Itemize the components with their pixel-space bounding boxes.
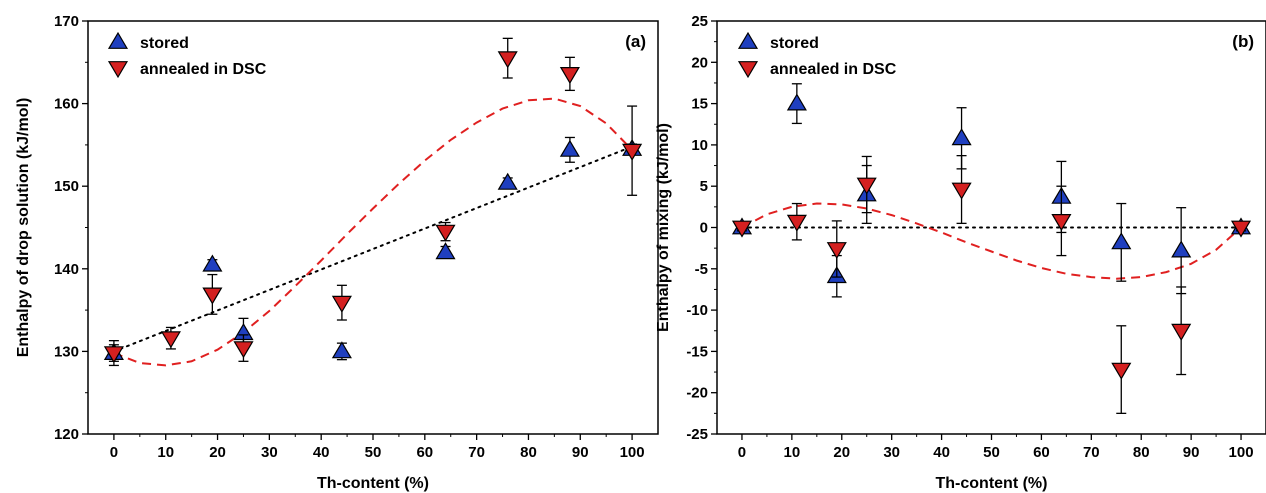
polynomial-fit-line — [113, 97, 633, 367]
data-point — [331, 341, 352, 359]
series-stored — [103, 136, 643, 367]
data-point — [1051, 214, 1072, 232]
y-tick-label: 130 — [54, 343, 79, 360]
legend-label: stored — [770, 35, 819, 52]
series-annealed — [103, 37, 643, 364]
data-point — [559, 139, 580, 157]
x-axis-title: Th-content (%) — [936, 475, 1048, 492]
x-tick-label: 40 — [313, 444, 330, 461]
x-tick-label: 0 — [110, 444, 118, 461]
legend-label: annealed in DSC — [140, 61, 267, 78]
y-tick-label: 20 — [691, 54, 708, 71]
x-tick-label: 10 — [157, 444, 174, 461]
data-point — [786, 93, 807, 111]
data-point — [856, 177, 877, 195]
x-tick-label: 10 — [784, 444, 801, 461]
x-tick-label: 90 — [572, 444, 589, 461]
data-point — [951, 128, 972, 146]
legend-label: annealed in DSC — [770, 61, 897, 78]
x-tick-label: 20 — [833, 444, 850, 461]
data-point — [1230, 220, 1252, 238]
data-point — [826, 242, 847, 260]
x-axis-title: Th-content (%) — [317, 475, 429, 492]
y-tick-label: 150 — [54, 178, 79, 195]
legend-label: stored — [140, 35, 189, 52]
x-tick-label: 20 — [209, 444, 226, 461]
data-point — [435, 224, 456, 242]
x-tick-label: 70 — [1083, 444, 1100, 461]
y-tick-label: 5 — [700, 178, 708, 195]
x-tick-label: 30 — [261, 444, 278, 461]
data-point — [951, 182, 972, 200]
data-point — [1171, 323, 1192, 341]
data-point — [202, 254, 223, 272]
y-tick-label: 25 — [691, 13, 708, 30]
x-tick-label: 60 — [1033, 444, 1050, 461]
y-tick-label: 160 — [54, 96, 79, 113]
y-tick-label: 0 — [700, 220, 708, 237]
x-tick-label: 80 — [1133, 444, 1150, 461]
data-point — [1111, 232, 1132, 250]
data-point — [331, 295, 352, 313]
legend-marker — [737, 31, 759, 49]
x-tick-label: 100 — [620, 444, 645, 461]
y-tick-label: -25 — [686, 426, 708, 443]
data-point — [786, 214, 807, 232]
y-tick-label: 10 — [691, 137, 708, 154]
data-point — [1111, 362, 1132, 380]
data-point — [559, 66, 580, 85]
panel-label: (b) — [1232, 32, 1254, 51]
x-tick-label: 100 — [1229, 444, 1254, 461]
linear-fit-line — [112, 145, 634, 353]
x-tick-label: 70 — [468, 444, 485, 461]
y-tick-label: 15 — [691, 96, 708, 113]
chart-panel-0: 0 10 20 30 40 50 60 70 80 90 100 120 130 140 150 160 170… — [15, 13, 659, 492]
data-point — [233, 341, 254, 359]
legend-marker — [107, 61, 129, 79]
data-point — [103, 346, 124, 364]
data-point — [731, 220, 753, 238]
series-stored — [731, 83, 1252, 298]
x-tick-label: 50 — [365, 444, 382, 461]
x-tick-label: 50 — [983, 444, 1000, 461]
y-tick-label: 140 — [54, 261, 79, 278]
chart-panel-1: 0 10 20 30 40 50 60 70 80 90 100 -25 -20 -15 -10 -5 0 5 10… — [655, 13, 1266, 492]
x-tick-label: 80 — [520, 444, 537, 461]
data-point — [622, 143, 643, 161]
data-point — [497, 172, 518, 190]
data-point — [202, 287, 223, 305]
data-point — [160, 331, 181, 349]
y-tick-label: 170 — [54, 13, 79, 30]
legend-marker — [737, 61, 759, 79]
x-tick-label: 90 — [1183, 444, 1200, 461]
x-tick-label: 40 — [933, 444, 950, 461]
y-axis-title: Enthalpy of mixing (kJ/mol) — [655, 123, 672, 332]
panel-label: (a) — [625, 32, 646, 51]
data-point — [1171, 240, 1192, 258]
x-tick-label: 60 — [416, 444, 433, 461]
y-tick-label: -10 — [686, 302, 708, 319]
y-tick-label: 120 — [54, 426, 79, 443]
legend-marker — [107, 31, 129, 49]
series-annealed — [731, 154, 1252, 415]
y-tick-label: -20 — [686, 385, 708, 402]
polynomial-fit-line — [741, 202, 1242, 280]
plot-frame — [87, 20, 659, 435]
data-point — [435, 242, 456, 260]
y-tick-label: -15 — [686, 343, 708, 360]
x-tick-label: 30 — [883, 444, 900, 461]
y-axis-title: Enthalpy of drop solution (kJ/mol) — [15, 98, 32, 358]
y-tick-label: -5 — [695, 261, 708, 278]
data-point — [497, 51, 518, 69]
x-tick-label: 0 — [738, 444, 746, 461]
